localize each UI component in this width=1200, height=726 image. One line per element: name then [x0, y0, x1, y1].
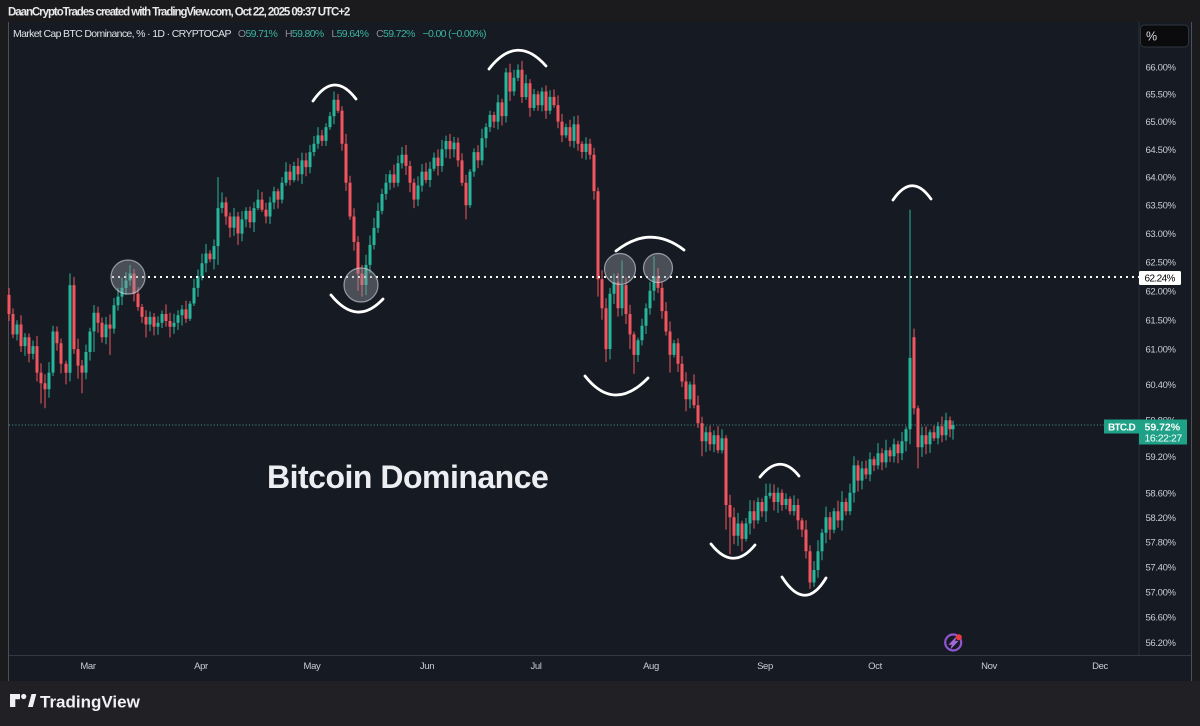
svg-text:May: May	[304, 661, 321, 672]
svg-text:58.20%: 58.20%	[1146, 513, 1177, 524]
svg-text:DaanCryptoTrades created with: DaanCryptoTrades created with TradingVie…	[8, 6, 350, 18]
svg-text:56.60%: 56.60%	[1146, 613, 1177, 624]
svg-text:Market Cap BTC Dominance, % ·: Market Cap BTC Dominance, % · 1D · CRYPT…	[13, 28, 486, 40]
svg-text:Bitcoin Dominance: Bitcoin Dominance	[267, 459, 548, 495]
svg-text:Mar: Mar	[80, 661, 95, 672]
svg-text:65.50%: 65.50%	[1146, 90, 1177, 101]
svg-text:62.24%: 62.24%	[1145, 274, 1176, 285]
svg-text:16:22:27: 16:22:27	[1145, 433, 1183, 445]
svg-text:Dec: Dec	[1092, 661, 1108, 672]
svg-text:62.50%: 62.50%	[1146, 258, 1177, 269]
svg-text:62.00%: 62.00%	[1146, 286, 1177, 297]
svg-text:60.40%: 60.40%	[1146, 380, 1177, 391]
svg-text:Aug: Aug	[643, 661, 659, 672]
svg-text:%: %	[1146, 29, 1157, 43]
svg-text:BTC.D: BTC.D	[1108, 422, 1136, 433]
svg-text:59.72%: 59.72%	[1145, 422, 1181, 434]
svg-text:58.60%: 58.60%	[1146, 488, 1177, 499]
svg-text:61.50%: 61.50%	[1146, 315, 1177, 326]
svg-text:57.00%: 57.00%	[1146, 587, 1177, 598]
svg-text:Jun: Jun	[420, 661, 434, 672]
svg-text:64.00%: 64.00%	[1146, 173, 1177, 184]
svg-text:57.40%: 57.40%	[1146, 562, 1177, 573]
svg-text:56.20%: 56.20%	[1146, 638, 1177, 649]
svg-text:Oct: Oct	[868, 661, 882, 672]
svg-text:TradingView: TradingView	[40, 693, 141, 712]
svg-text:Sep: Sep	[757, 661, 773, 672]
svg-text:57.80%: 57.80%	[1146, 538, 1177, 549]
svg-text:65.00%: 65.00%	[1146, 117, 1177, 128]
svg-text:Jul: Jul	[530, 661, 541, 672]
svg-text:64.50%: 64.50%	[1146, 145, 1177, 156]
svg-text:59.20%: 59.20%	[1146, 452, 1177, 463]
svg-text:61.00%: 61.00%	[1146, 345, 1177, 356]
svg-text:Nov: Nov	[981, 661, 997, 672]
svg-text:63.00%: 63.00%	[1146, 229, 1177, 240]
svg-text:66.00%: 66.00%	[1146, 63, 1177, 74]
svg-text:Apr: Apr	[194, 661, 208, 672]
svg-text:63.50%: 63.50%	[1146, 201, 1177, 212]
